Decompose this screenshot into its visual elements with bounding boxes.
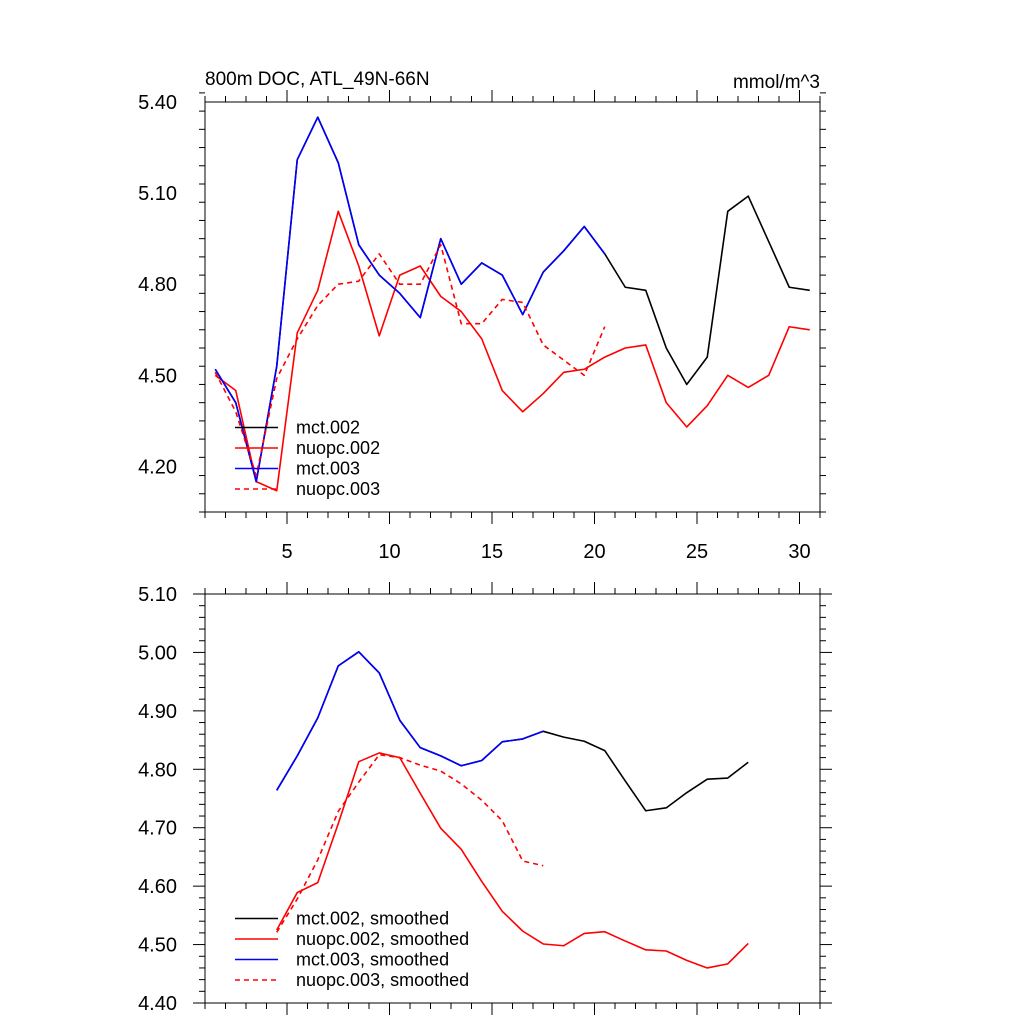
series-line-nuopc-002 xyxy=(214,210,810,492)
x-tick-label: 15 xyxy=(481,541,503,563)
y-axis-ticks xyxy=(193,593,832,1004)
y-tick-label: 4.60 xyxy=(138,876,177,898)
y-axis-ticks xyxy=(199,92,826,513)
y-tick-label: 5.00 xyxy=(138,642,177,664)
x-axis-ticks xyxy=(204,90,821,524)
chart-panel-2: 4.40 4.50 4.60 4.70 4.80 4.90 5.00 5.10 mct.002,… xyxy=(138,582,832,1015)
legend-label: nuopc.003 xyxy=(296,479,380,499)
legend-label: mct.002, smoothed xyxy=(296,909,449,929)
x-tick-label: 5 xyxy=(281,541,292,563)
y-tick-label: 4.70 xyxy=(138,818,177,840)
y-tick-label: 4.50 xyxy=(138,935,177,957)
legend-label: nuopc.003, smoothed xyxy=(296,970,469,990)
y-tick-label: 5.10 xyxy=(138,584,177,606)
legend-label: mct.003, smoothed xyxy=(296,950,449,970)
x-tick-label: 25 xyxy=(686,541,708,563)
y-tick-label: 4.40 xyxy=(138,993,177,1015)
y-tick-label: 4.50 xyxy=(138,365,177,387)
units-label: mmol/m^3 xyxy=(733,72,820,93)
y-tick-label: 4.20 xyxy=(138,456,177,478)
x-tick-label: 30 xyxy=(788,541,810,563)
series-group xyxy=(214,116,810,492)
y-tick-label: 4.80 xyxy=(138,274,177,296)
series-line-nuopc-003 xyxy=(214,243,606,477)
legend-label: nuopc.002 xyxy=(296,438,380,458)
x-tick-label: 10 xyxy=(378,541,400,563)
x-axis-ticks xyxy=(204,582,821,1015)
legend-label: mct.002 xyxy=(296,418,360,438)
series-line-nuopc-003-smoothed xyxy=(276,753,544,933)
chart-title: 800m DOC, ATL_49N-66N xyxy=(205,69,430,90)
series-line-mct-003 xyxy=(214,116,606,483)
y-tick-label: 5.10 xyxy=(138,183,177,205)
series-line-mct-003-smoothed xyxy=(276,651,544,791)
chart-panel-1: 4.20 4.50 4.80 5.10 5.40 5 10 15 20 25 30 800m DOC,… xyxy=(138,69,826,563)
y-tick-label: 4.90 xyxy=(138,701,177,723)
series-group xyxy=(276,651,749,969)
legend-label: mct.003 xyxy=(296,459,360,479)
y-tick-label: 4.80 xyxy=(138,759,177,781)
series-line-nuopc-002-smoothed xyxy=(276,752,749,969)
y-tick-label: 5.40 xyxy=(138,92,177,114)
legend-label: nuopc.002, smoothed xyxy=(296,929,469,949)
x-tick-label: 20 xyxy=(583,541,605,563)
